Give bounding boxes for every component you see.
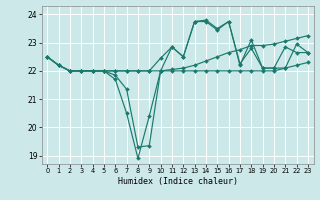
X-axis label: Humidex (Indice chaleur): Humidex (Indice chaleur): [118, 177, 237, 186]
